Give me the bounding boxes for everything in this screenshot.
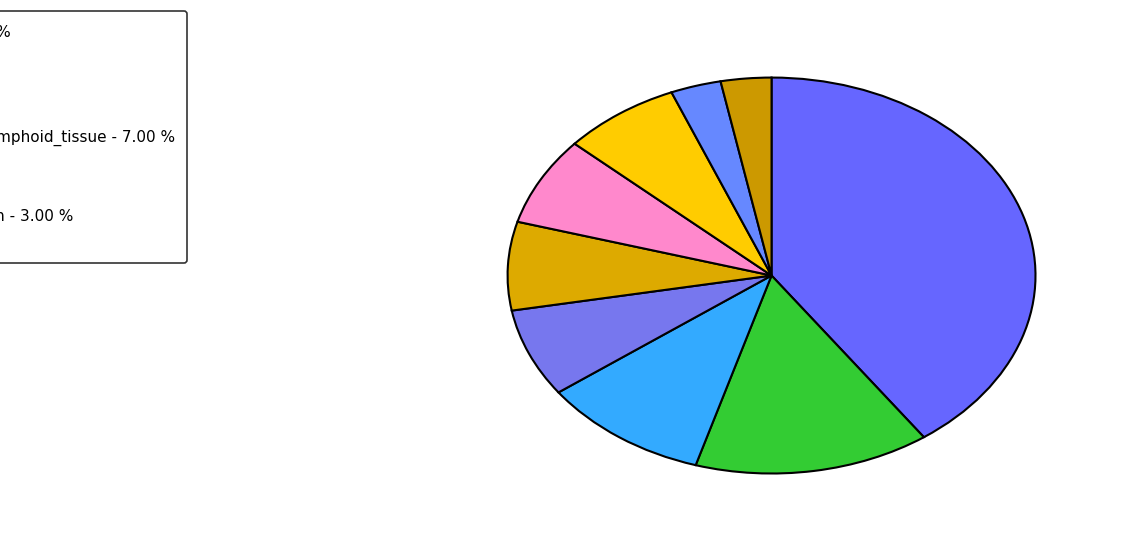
Wedge shape — [575, 93, 771, 275]
Wedge shape — [671, 81, 771, 275]
Wedge shape — [771, 77, 1035, 437]
Wedge shape — [508, 222, 771, 310]
Legend: large_intestine - 39.00 %, endometrium - 14.00 %, ovary - 10.00 %, breast - 7.00: large_intestine - 39.00 %, endometrium -… — [0, 11, 187, 263]
Wedge shape — [695, 275, 924, 473]
Wedge shape — [511, 275, 771, 392]
Wedge shape — [720, 77, 771, 275]
Wedge shape — [517, 144, 771, 275]
Wedge shape — [558, 275, 771, 465]
